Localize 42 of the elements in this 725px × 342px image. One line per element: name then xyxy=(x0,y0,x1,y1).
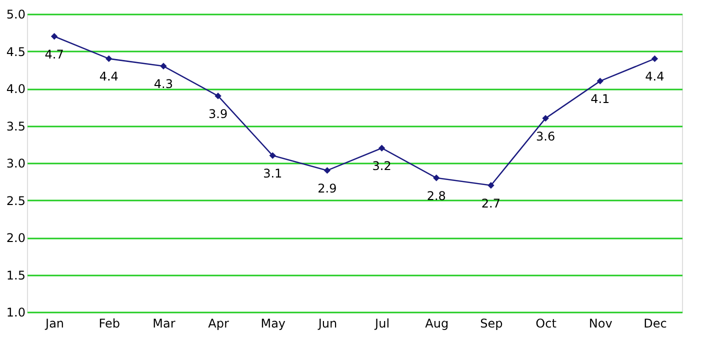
x-tick-label: Feb xyxy=(98,316,120,330)
x-tick-label: Dec xyxy=(644,316,667,330)
data-label: 3.6 xyxy=(536,129,556,144)
x-tick-label: Jan xyxy=(44,316,64,330)
data-label: 3.1 xyxy=(263,166,282,181)
point xyxy=(596,78,604,84)
y-tick-label: 3.5 xyxy=(6,119,26,134)
point xyxy=(433,174,440,182)
x-tick-label: Aug xyxy=(425,316,449,330)
x-tick-label: Mar xyxy=(152,316,176,330)
point xyxy=(542,114,549,122)
point xyxy=(214,92,222,100)
x-tick-label: Sep xyxy=(480,316,503,330)
point xyxy=(324,167,331,174)
y-tick-label: 1.5 xyxy=(6,268,26,282)
point xyxy=(651,55,658,62)
x-tick-label: Oct xyxy=(536,316,557,330)
data-label: 4.1 xyxy=(590,92,610,106)
y-tick-label: 5.0 xyxy=(6,8,26,22)
point xyxy=(50,32,58,40)
y-tick-label: 4.5 xyxy=(6,44,26,59)
point xyxy=(488,182,494,189)
data-label: 3.9 xyxy=(208,106,228,121)
x-tick-label: Jun xyxy=(317,316,338,330)
point xyxy=(378,144,386,152)
y-tick-label: 4.0 xyxy=(6,82,26,96)
x-tick-label: Nov xyxy=(588,316,612,330)
point xyxy=(269,152,276,159)
y-tick-label: 1.0 xyxy=(6,306,26,320)
y-tick-label: 2.5 xyxy=(6,194,26,208)
x-tick-label: Apr xyxy=(208,316,229,330)
data-label: 4.4 xyxy=(645,70,664,84)
data-label: 2.9 xyxy=(318,181,337,196)
point xyxy=(106,55,112,62)
data-label: 4.3 xyxy=(154,77,174,92)
data-label: 2.8 xyxy=(426,188,446,203)
x-tick-label: Jul xyxy=(374,316,390,330)
x-tick-label: May xyxy=(260,316,286,330)
y-tick-label: 3.0 xyxy=(6,156,26,170)
y-tick-label: 2.0 xyxy=(6,231,26,245)
point xyxy=(160,62,167,70)
data-label: 4.4 xyxy=(99,70,118,84)
